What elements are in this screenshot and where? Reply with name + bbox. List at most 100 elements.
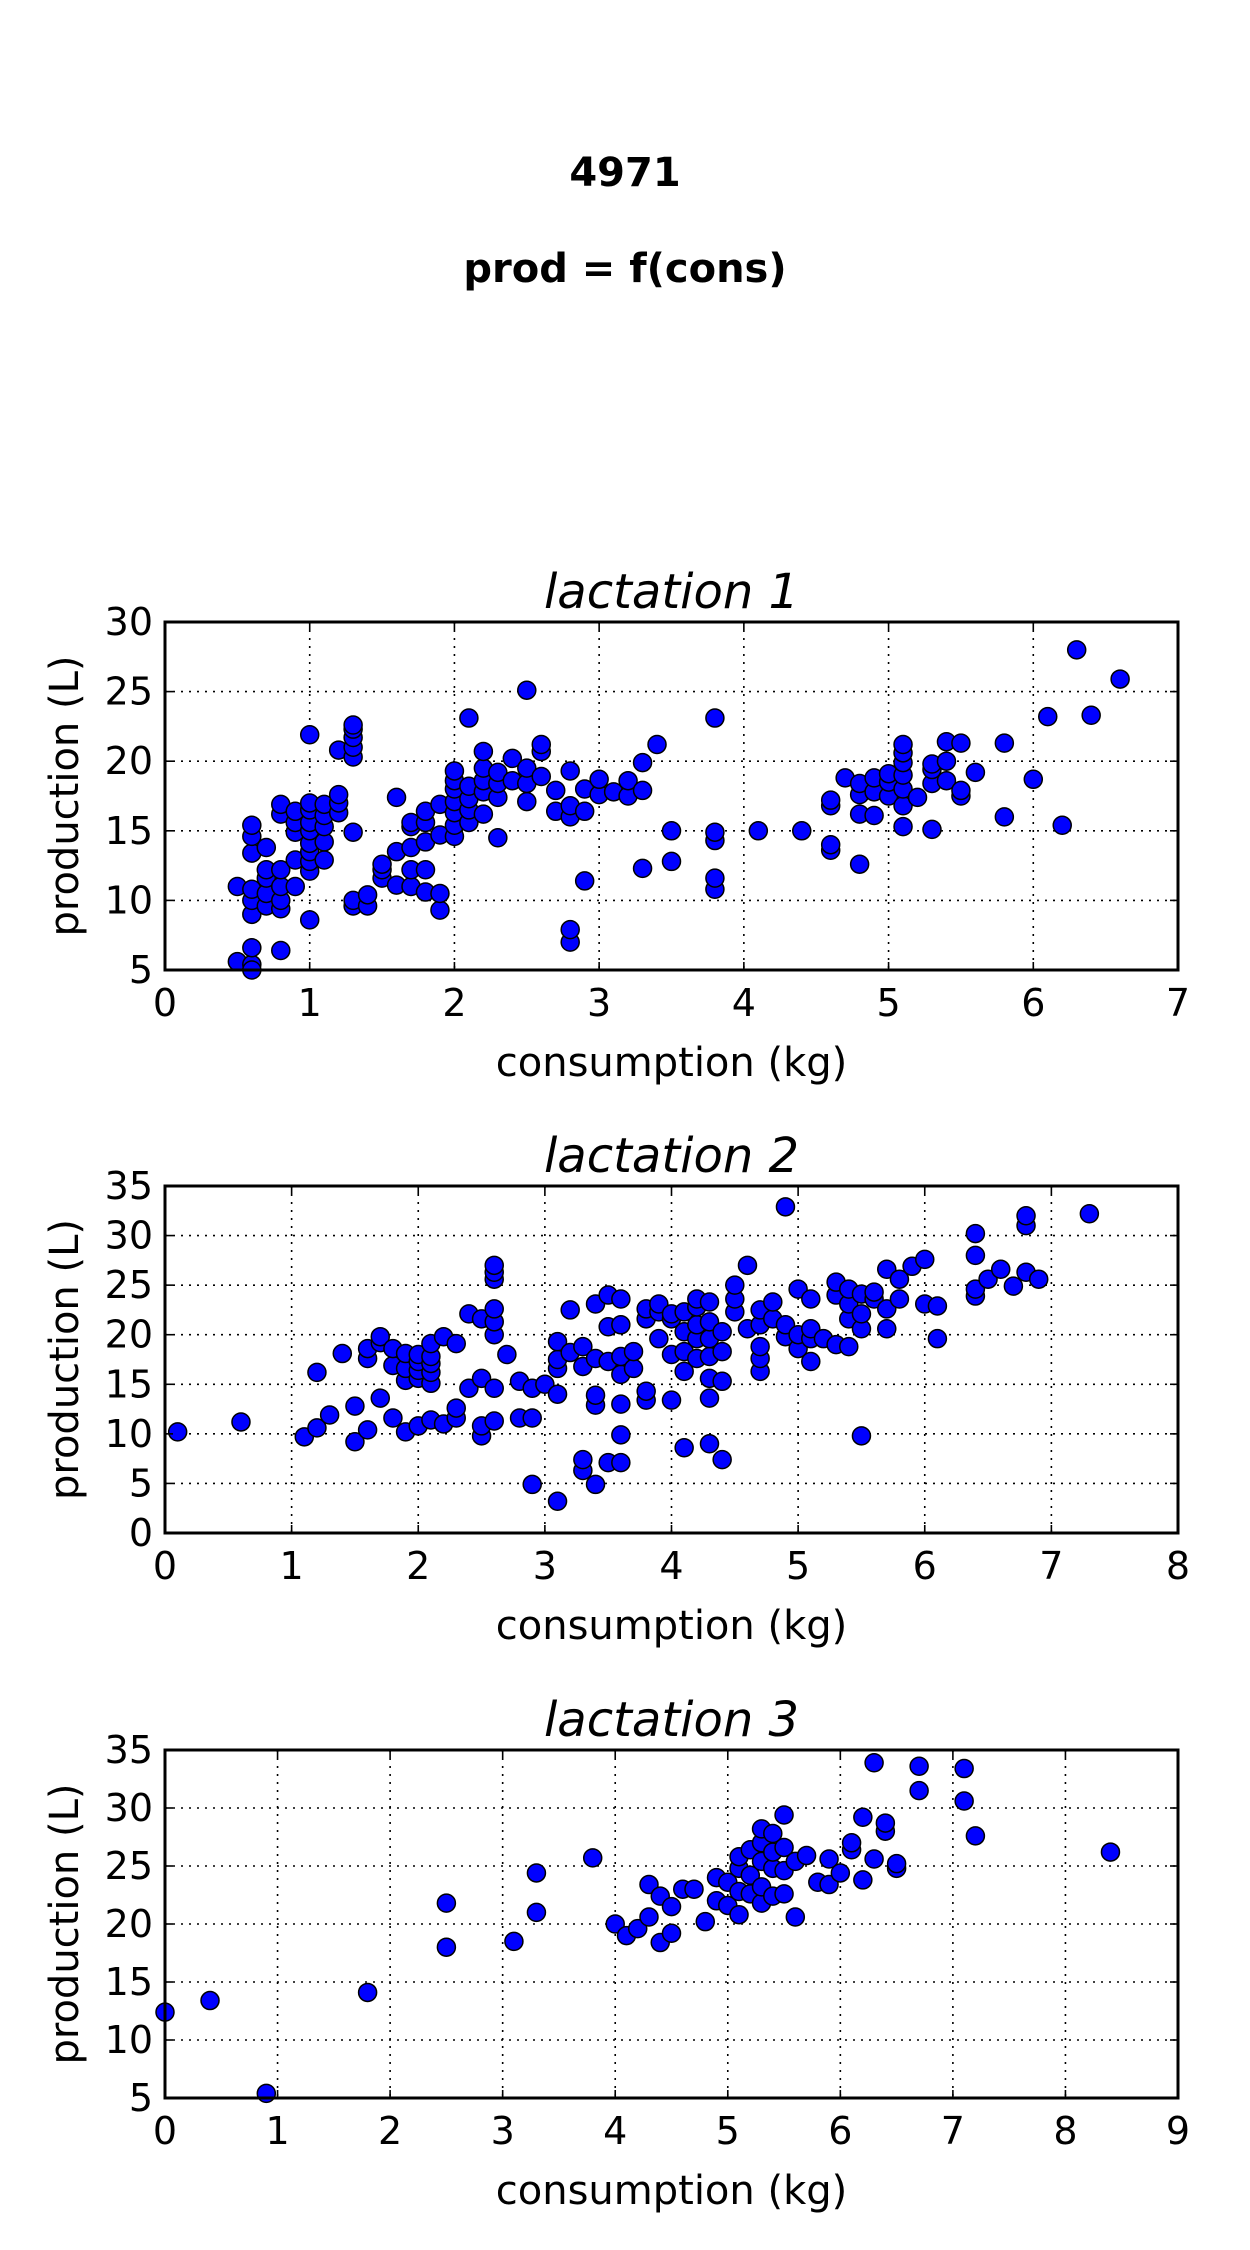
x-tick-label: 9 bbox=[1166, 2109, 1190, 2153]
data-point bbox=[345, 1432, 365, 1452]
x-tick-label: 3 bbox=[587, 981, 611, 1025]
data-point bbox=[560, 761, 580, 781]
data-point bbox=[674, 1437, 694, 1458]
y-tick-label: 5 bbox=[129, 2076, 153, 2120]
data-point bbox=[547, 1331, 568, 1352]
data-point bbox=[740, 1865, 761, 1886]
data-point bbox=[1052, 815, 1072, 835]
data-point bbox=[459, 708, 479, 728]
x-tick-label: 8 bbox=[1053, 2109, 1077, 2153]
data-point bbox=[791, 821, 812, 841]
data-point bbox=[1016, 1205, 1036, 1226]
x-tick-label: 7 bbox=[941, 2109, 965, 2153]
data-point bbox=[319, 1405, 340, 1425]
data-point bbox=[705, 868, 725, 888]
data-point bbox=[517, 680, 537, 700]
y-tick-label: 25 bbox=[105, 1263, 153, 1307]
y-tick-label: 35 bbox=[105, 1728, 153, 1772]
data-point bbox=[712, 1321, 732, 1342]
y-tick-label: 10 bbox=[105, 878, 153, 922]
data-point bbox=[471, 1368, 492, 1389]
data-point bbox=[632, 780, 653, 801]
x-tick-label: 4 bbox=[659, 1544, 683, 1588]
data-point bbox=[611, 1425, 631, 1445]
data-point bbox=[231, 1412, 251, 1432]
data-point bbox=[951, 780, 971, 801]
data-point bbox=[661, 851, 682, 872]
x-tick-label: 2 bbox=[406, 1544, 430, 1588]
data-point bbox=[877, 1259, 897, 1280]
x-axis-label: consumption (kg) bbox=[496, 1040, 847, 1086]
data-point bbox=[875, 1813, 896, 1833]
data-point bbox=[725, 1275, 745, 1295]
y-tick-label: 20 bbox=[105, 1313, 153, 1357]
plot-frame bbox=[163, 620, 1180, 972]
data-point bbox=[484, 1299, 504, 1319]
data-point bbox=[864, 1753, 884, 1773]
x-tick-label: 4 bbox=[732, 981, 756, 1025]
data-point bbox=[748, 821, 769, 841]
data-point bbox=[357, 1420, 378, 1440]
data-point bbox=[307, 1362, 327, 1383]
data-point bbox=[889, 1289, 910, 1309]
data-point bbox=[994, 733, 1015, 753]
data-point bbox=[990, 1259, 1011, 1280]
data-point bbox=[661, 821, 682, 841]
data-point bbox=[573, 1449, 593, 1470]
data-point bbox=[775, 1197, 796, 1217]
data-point bbox=[927, 1328, 948, 1349]
data-point bbox=[922, 819, 942, 840]
data-point bbox=[907, 787, 928, 808]
data-point bbox=[611, 1452, 631, 1473]
x-tick-label: 3 bbox=[533, 1544, 557, 1588]
data-point bbox=[649, 1294, 669, 1314]
data-point bbox=[200, 1990, 220, 2011]
data-point bbox=[484, 1255, 504, 1276]
data-point bbox=[589, 769, 609, 790]
data-point bbox=[877, 1299, 897, 1319]
data-point bbox=[623, 1358, 644, 1379]
data-point bbox=[661, 1390, 682, 1410]
data-point bbox=[484, 1378, 504, 1399]
data-point bbox=[877, 1319, 897, 1339]
data-point bbox=[801, 1351, 821, 1372]
data-point bbox=[705, 708, 725, 728]
data-point bbox=[851, 1426, 872, 1446]
data-point bbox=[573, 1336, 593, 1357]
data-point bbox=[531, 734, 552, 755]
figure-title: 4971 bbox=[569, 150, 681, 196]
data-point bbox=[1081, 705, 1101, 726]
data-point bbox=[954, 1791, 974, 1811]
data-point bbox=[611, 1289, 631, 1309]
y-tick-label: 5 bbox=[129, 948, 153, 992]
data-point bbox=[864, 805, 884, 826]
data-point bbox=[473, 804, 494, 824]
y-tick-label: 25 bbox=[105, 1844, 153, 1888]
data-point bbox=[729, 1904, 749, 1925]
data-point bbox=[357, 1982, 378, 2003]
data-point bbox=[830, 1863, 851, 1883]
data-point bbox=[1100, 1842, 1121, 1862]
data-point bbox=[915, 1249, 935, 1270]
data-point bbox=[285, 876, 305, 897]
data-point bbox=[446, 1333, 466, 1354]
data-point bbox=[535, 1374, 555, 1395]
y-tick-label: 30 bbox=[105, 600, 153, 644]
data-point bbox=[271, 940, 291, 961]
data-point bbox=[585, 1385, 606, 1405]
data-point bbox=[699, 1434, 720, 1454]
x-tick-label: 3 bbox=[491, 2109, 515, 2153]
data-point bbox=[1079, 1204, 1100, 1224]
data-point bbox=[712, 1341, 732, 1362]
data-point bbox=[256, 837, 277, 858]
x-tick-label: 6 bbox=[828, 2109, 852, 2153]
y-tick-label: 15 bbox=[105, 1960, 153, 2004]
data-point bbox=[343, 822, 363, 842]
data-point bbox=[526, 1863, 547, 1883]
data-point bbox=[332, 1343, 353, 1364]
data-point bbox=[864, 1282, 884, 1302]
data-point bbox=[841, 1833, 862, 1853]
data-point bbox=[774, 1884, 794, 1904]
data-point bbox=[649, 1328, 669, 1349]
data-point bbox=[684, 1879, 704, 1899]
